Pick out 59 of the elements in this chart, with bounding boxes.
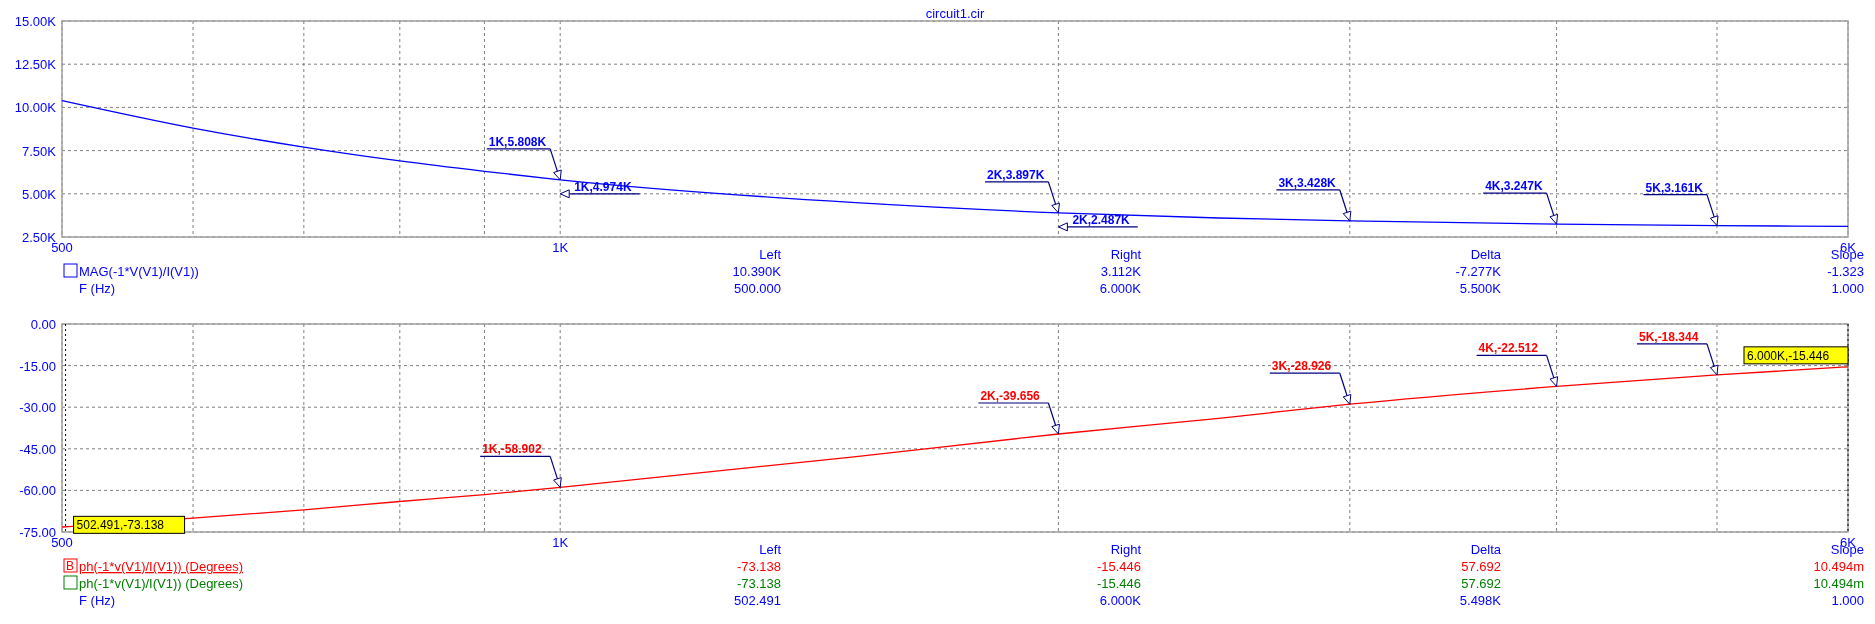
annotation: 502.491,-73.138 (76, 518, 165, 533)
text: 5.498K (1459, 593, 1502, 608)
y-tick-label: -30.00 (19, 400, 56, 416)
text: F (Hz) (79, 281, 116, 296)
text: 6.000K (1099, 281, 1142, 296)
y-tick-label: 12.50K (14, 57, 57, 73)
annotation: 2K,-39.656 (980, 388, 1041, 403)
text: F (Hz) (79, 593, 116, 608)
annotation: 1K,5.808K (488, 134, 547, 149)
annotation: 1K,4.974K (574, 179, 632, 194)
text: 6.000K (1099, 593, 1142, 608)
legend-label: ph(-1*v(V1)/I(V1)) (Degrees) (79, 559, 243, 574)
y-tick-label: -60.00 (19, 483, 56, 499)
x-tick-label: 1K (552, 535, 569, 550)
text: -15.446 (1096, 576, 1141, 591)
chart-title: circuit1.cir (925, 6, 985, 21)
y-tick-label: 0.00 (30, 317, 56, 332)
annotation: 6.000K,-15.446 (1747, 348, 1830, 363)
x-tick-label: 1K (552, 240, 569, 255)
text: -15.446 (1096, 559, 1141, 574)
annotation: 2K,2.487K (1072, 212, 1131, 227)
text: 10.494m (1813, 576, 1864, 591)
text: Left (759, 247, 782, 262)
annotation: 3K,-28.926 (1271, 359, 1332, 374)
annotation: 3K,3.428K (1278, 175, 1337, 190)
text: -73.138 (736, 559, 781, 574)
y-tick-label: -15.00 (19, 358, 56, 374)
text: 5.500K (1459, 281, 1502, 296)
text: Right (1110, 247, 1142, 262)
text: B (66, 559, 75, 573)
text: 1.000 (1831, 281, 1864, 296)
text: -1.323 (1827, 264, 1864, 279)
text: 57.692 (1461, 559, 1501, 574)
text: 57.692 (1461, 576, 1501, 591)
annotation: 1K,-58.902 (482, 442, 542, 457)
text: 10.494m (1813, 559, 1864, 574)
y-tick-label: 7.50K (22, 143, 57, 159)
annotation: 5K,-18.344 (1638, 329, 1699, 344)
text: 3.112K (1100, 264, 1142, 279)
y-tick-label: 15.00K (14, 14, 57, 29)
y-tick-label: 5.00K (22, 186, 57, 202)
text: 500.000 (734, 281, 781, 296)
text: -73.138 (736, 576, 781, 591)
text: Right (1110, 542, 1142, 557)
text: Left (759, 542, 782, 557)
text: Delta (1470, 247, 1502, 262)
text: 1.000 (1831, 593, 1864, 608)
y-tick-label: 10.00K (14, 100, 57, 116)
text: Delta (1470, 542, 1502, 557)
y-tick-label: -45.00 (19, 441, 56, 457)
annotation: 5K,3.161K (1645, 180, 1704, 195)
annotation: 2K,3.897K (986, 167, 1045, 182)
text: -7.277K (1455, 264, 1502, 279)
text: ph(-1*v(V1)/I(V1)) (Degrees) (79, 576, 243, 591)
text: 10.390K (732, 264, 782, 279)
text: 502.491 (734, 593, 781, 608)
annotation: 4K,-22.512 (1478, 341, 1539, 356)
annotation: 4K,3.247K (1485, 179, 1543, 194)
legend-label: MAG(-1*V(V1)/I(V1)) (79, 264, 199, 279)
